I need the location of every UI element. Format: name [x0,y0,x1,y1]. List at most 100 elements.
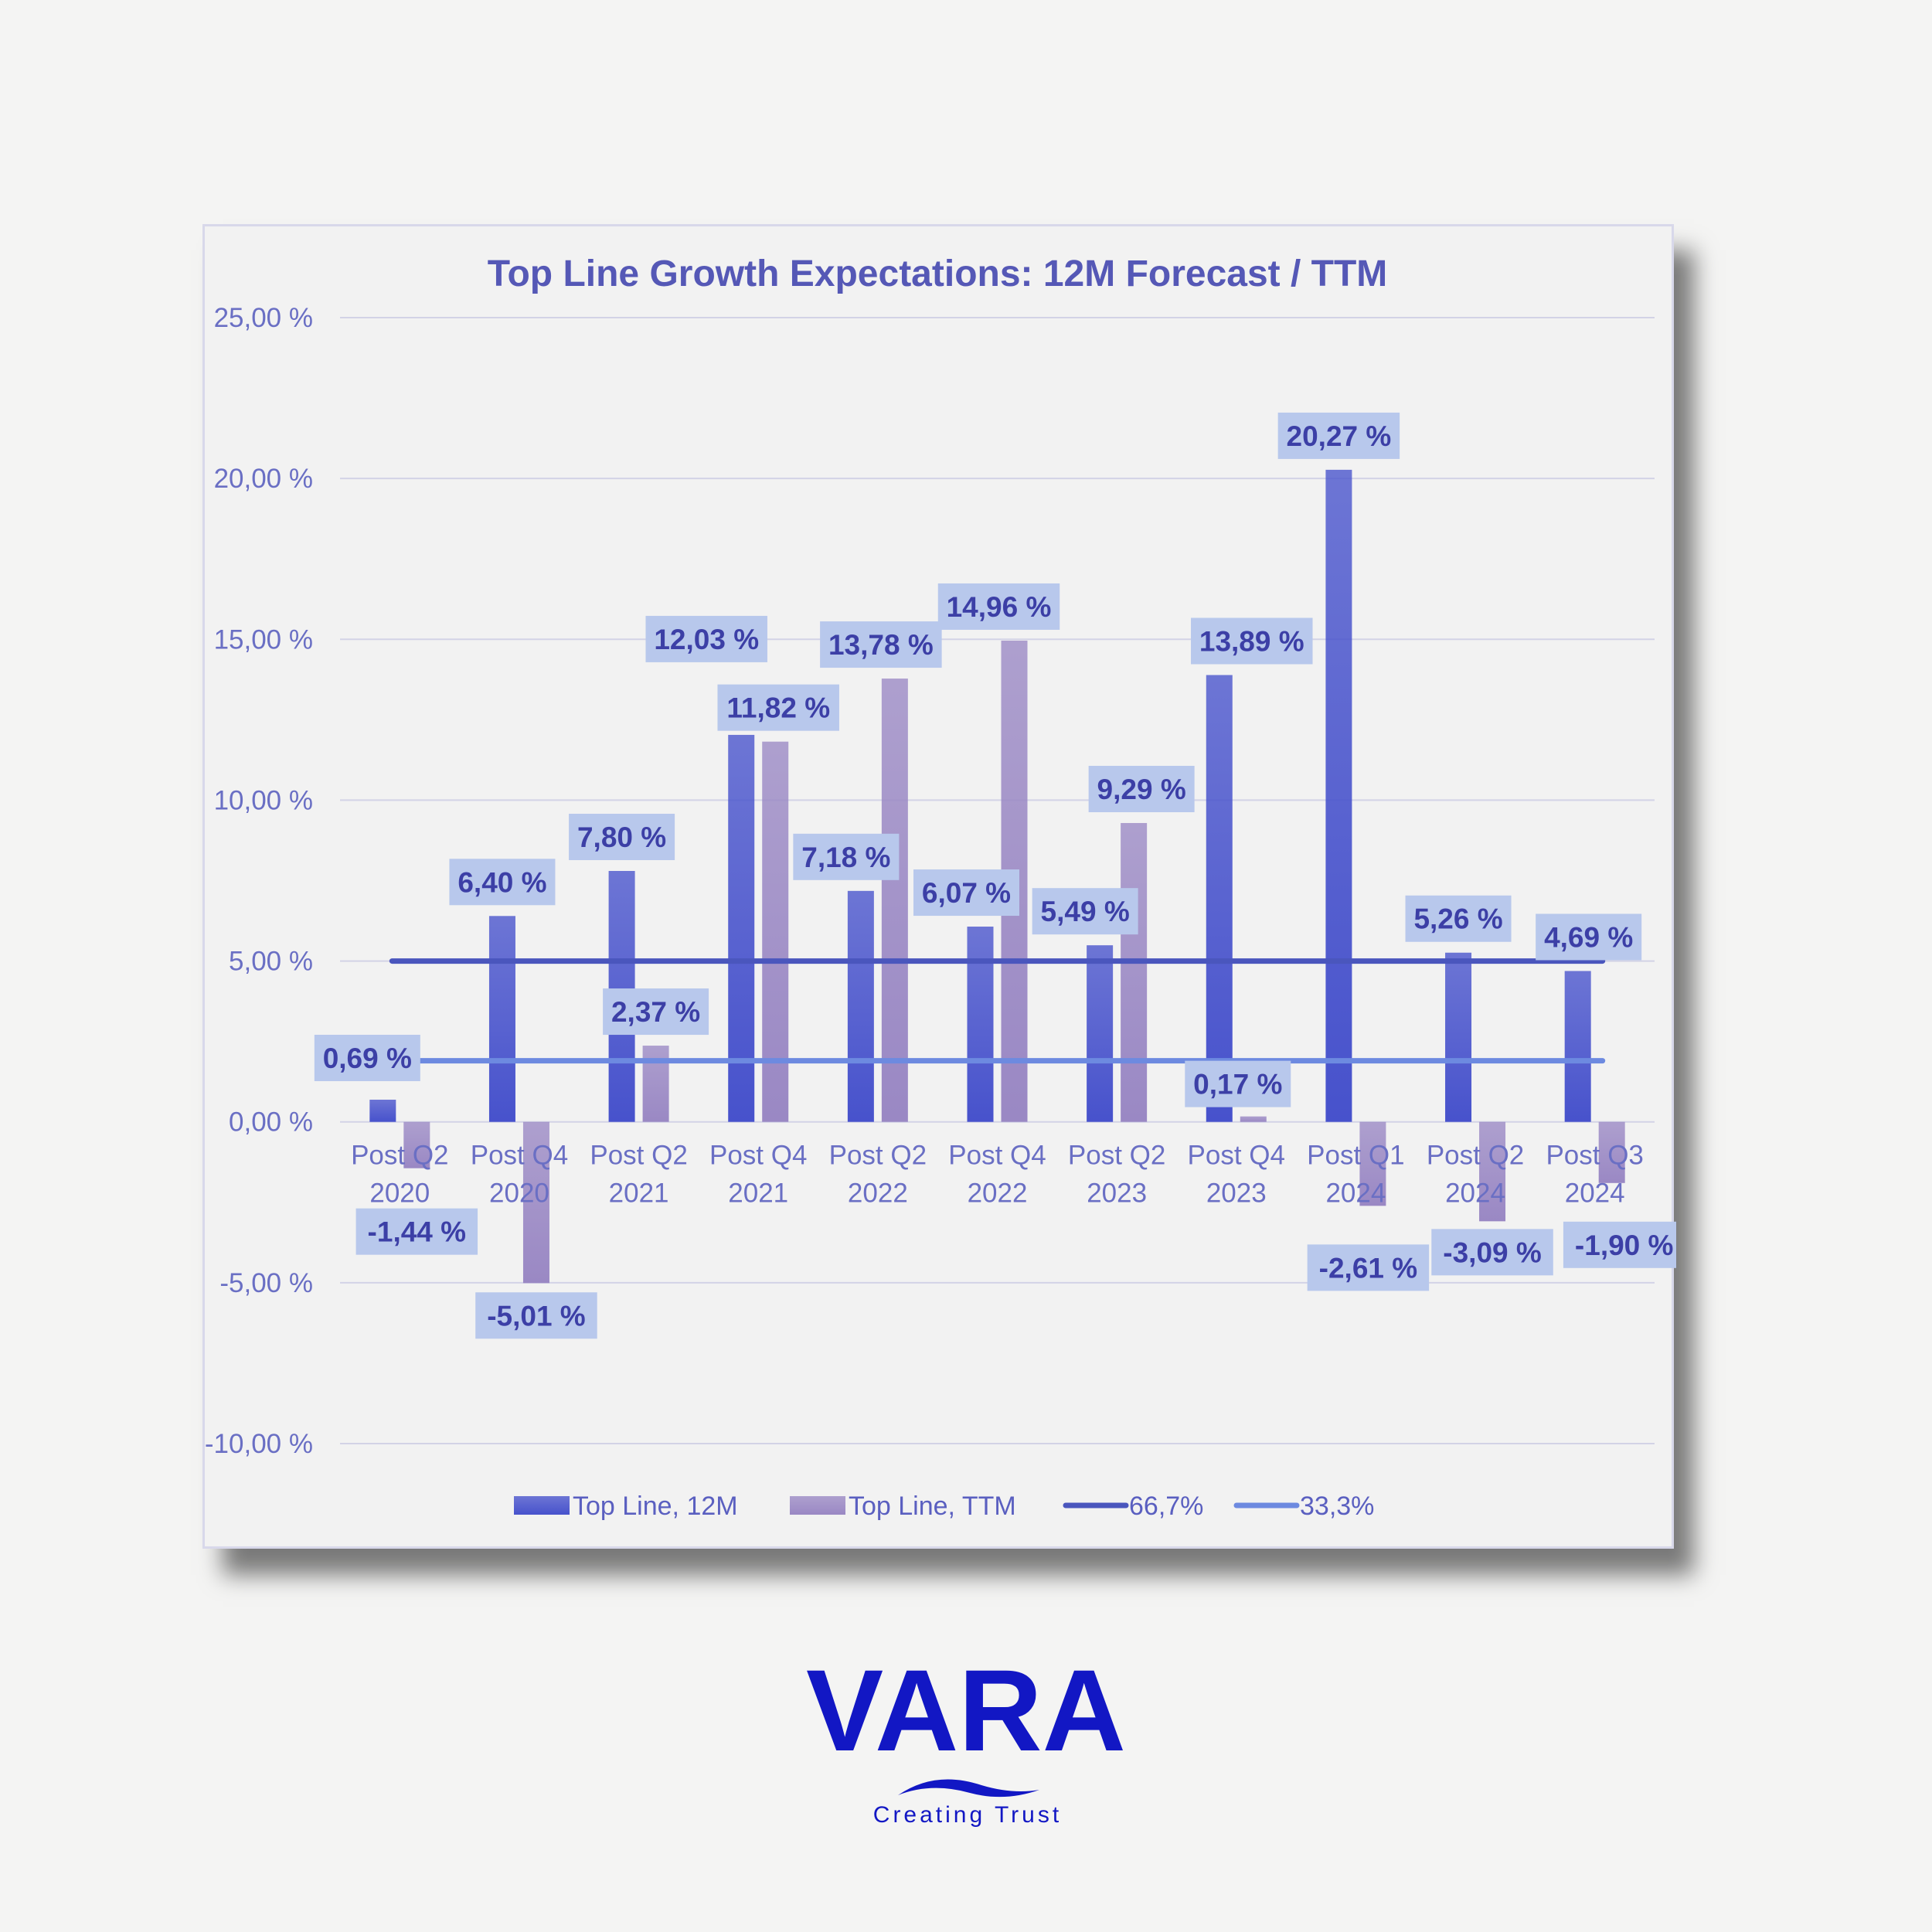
x-tick-label: 2023 [1087,1179,1147,1209]
x-tick-label: Post Q4 [948,1141,1046,1171]
data-label: -1,44 % [368,1216,467,1248]
x-tick-label: Post Q2 [1427,1141,1524,1171]
legend-swatch [514,1496,570,1515]
data-labels: 0,69 % -1,44 % 6,40 % -5,01 % 7,80 % 2,37 % 12… [314,412,1676,1339]
data-label: 13,89 % [1199,625,1304,657]
x-tick-label: 2024 [1565,1179,1625,1209]
x-tick-label: 2020 [489,1179,549,1209]
x-tick-label: Post Q2 [1068,1141,1165,1171]
bar-ttm [1479,1121,1506,1222]
vara-logo: VARA Creating Trust [806,1662,1126,1828]
data-label-box [793,833,900,880]
data-label-box [913,869,1019,917]
bar-ttm [1121,822,1148,1122]
data-label: 5,26 % [1413,903,1502,935]
data-label: -3,09 % [1443,1236,1542,1268]
y-tick-label: 5,00 % [229,947,313,977]
data-label: 4,69 % [1544,921,1633,953]
legend-label: Top Line, 12M [573,1492,738,1521]
x-tick-label: 2024 [1445,1179,1505,1209]
chart-title: Top Line Growth Expectations: 12M Foreca… [488,253,1388,294]
data-label-box [475,1292,597,1339]
data-label-box [1088,765,1195,812]
data-label-box [820,621,942,668]
bar-12m [488,916,515,1122]
bar-chart: 25,00 % 20,00 % 15,00 % 10,00 % 5,00 % 0,00 %… [205,253,1676,1521]
data-label: 2,37 % [611,996,700,1028]
data-label: 5,49 % [1041,896,1130,927]
data-label-box [1191,617,1313,665]
y-tick-label: 0,00 % [229,1107,313,1138]
bar-12m [1564,971,1591,1122]
data-label-box [1307,1244,1430,1291]
data-label: 0,17 % [1193,1069,1282,1100]
y-tick-label: 15,00 % [214,624,313,655]
data-label: 13,78 % [828,629,934,661]
data-label-box [449,859,556,906]
chart-card: 25,00 % 20,00 % 15,00 % 10,00 % 5,00 % 0,00 %… [202,224,1676,1549]
wave-icon [898,1779,1039,1798]
x-tick-label: Post Q1 [1307,1141,1404,1171]
legend-label: 33,3% [1300,1492,1374,1521]
bar-12m [1087,945,1114,1122]
data-label-box [1032,888,1138,935]
data-label: 12,03 % [654,624,759,655]
legend-label: Top Line, TTM [849,1492,1016,1521]
bar-12m [847,890,874,1122]
x-tick-label: Post Q3 [1546,1141,1643,1171]
data-label: -5,01 % [487,1300,586,1332]
bar-ttm [762,741,789,1122]
bar-ttm [881,679,908,1122]
x-tick-label: Post Q4 [471,1141,568,1171]
data-label-box [1277,412,1400,459]
data-label-box [603,988,709,1036]
x-tick-label: Post Q2 [829,1141,927,1171]
y-axis-ticks: 25,00 % 20,00 % 15,00 % 10,00 % 5,00 % 0,00 %… [205,303,313,1459]
data-label: -1,90 % [1575,1230,1674,1261]
y-tick-label: -5,00 % [219,1268,313,1298]
x-tick-label: 2024 [1325,1179,1386,1209]
data-label-box [937,583,1060,630]
bar-12m [369,1099,396,1122]
x-tick-label: 2021 [728,1179,788,1209]
bar-12m [728,734,755,1122]
data-label-box [1405,895,1512,942]
x-tick-label: Post Q4 [709,1141,807,1171]
legend-swatch [790,1496,845,1515]
bar-ttm [1598,1121,1625,1183]
data-label-box [1431,1229,1553,1276]
data-label: 0,69 % [323,1043,412,1074]
data-label-box [1185,1060,1291,1107]
logo-wordmark: VARA [806,1662,1126,1775]
data-label: 7,80 % [577,821,666,853]
data-label: 11,82 % [726,692,830,724]
data-label-box [569,814,675,861]
data-label-box [645,615,767,662]
data-label-box [314,1034,420,1081]
bar-12m [1325,469,1352,1122]
data-label: 9,29 % [1097,774,1186,805]
x-tick-label: Post Q4 [1188,1141,1285,1171]
y-tick-label: 25,00 % [214,303,313,333]
x-tick-label: Post Q2 [590,1141,687,1171]
bars [369,469,1625,1284]
threshold-lines [389,958,1606,1064]
data-label-box [1563,1221,1676,1268]
data-label: -2,61 % [1319,1252,1418,1284]
bar-ttm [522,1121,549,1284]
logo-tagline: Creating Trust [873,1802,1062,1828]
bar-12m [1206,675,1233,1122]
bar-12m [967,927,994,1122]
data-label-box [355,1208,478,1255]
data-label: 14,96 % [947,591,1052,623]
data-label-box [717,684,839,731]
x-tick-label: 2021 [609,1179,669,1209]
data-label: 20,27 % [1287,420,1392,452]
x-tick-label: 2022 [848,1179,908,1209]
y-tick-label: 20,00 % [214,464,313,494]
bar-12m [1445,952,1472,1122]
bar-ttm [642,1046,669,1122]
bar-ttm [1359,1121,1386,1206]
legend: Top Line, 12M Top Line, TTM 66,7% 33,3% [514,1492,1374,1521]
x-axis-labels: Post Q2 2020 Post Q4 2020 Post Q2 2021 Post Q4… [351,1141,1644,1209]
